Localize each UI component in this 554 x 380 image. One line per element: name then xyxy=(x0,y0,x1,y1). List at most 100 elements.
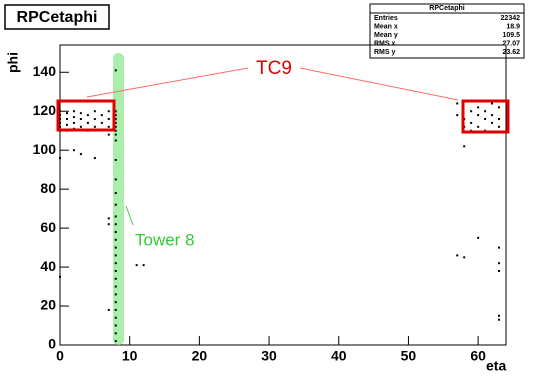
x-tick-label: 10 xyxy=(122,348,138,364)
stats-title: RPCetaphi xyxy=(429,5,464,12)
point xyxy=(114,262,117,265)
point xyxy=(456,102,459,105)
point xyxy=(114,110,117,113)
point xyxy=(107,308,110,311)
point xyxy=(93,125,96,128)
chart-title: RPCetaphi xyxy=(17,9,98,26)
point xyxy=(477,106,480,109)
tc9-box-right xyxy=(461,99,510,134)
point xyxy=(107,133,110,136)
y-axis-label: phi xyxy=(5,52,21,73)
tower-label: Tower 8 xyxy=(135,230,195,249)
tc9-arrow-left xyxy=(86,67,249,98)
point xyxy=(477,236,480,239)
point xyxy=(114,192,117,195)
point xyxy=(59,156,61,159)
point xyxy=(114,254,117,257)
point xyxy=(491,102,494,105)
title-box xyxy=(4,4,110,30)
point xyxy=(107,110,110,113)
point xyxy=(463,145,466,148)
point xyxy=(107,118,110,121)
point xyxy=(114,139,117,142)
point xyxy=(100,121,103,124)
point xyxy=(93,118,96,121)
tc9-arrow-right xyxy=(299,67,459,101)
point xyxy=(114,231,117,234)
x-axis-label: eta xyxy=(486,358,506,374)
stats-label: Mean x xyxy=(374,23,398,30)
point xyxy=(100,114,103,117)
point xyxy=(114,293,117,296)
point xyxy=(114,223,117,226)
y-tick-label: 140 xyxy=(33,63,57,79)
y-tick-label: 120 xyxy=(33,102,57,118)
point xyxy=(114,277,117,280)
point xyxy=(114,285,117,288)
point xyxy=(59,125,61,128)
stats-label: Mean y xyxy=(374,32,398,39)
point xyxy=(498,262,501,265)
point xyxy=(114,69,117,72)
point xyxy=(114,332,117,335)
stats-value: 109.5 xyxy=(502,32,520,39)
point xyxy=(114,215,117,218)
point xyxy=(484,118,487,121)
point xyxy=(79,125,82,128)
point xyxy=(456,114,459,117)
x-tick-label: 20 xyxy=(192,348,208,364)
point xyxy=(484,110,487,113)
point xyxy=(114,178,117,181)
point xyxy=(114,133,117,136)
y-tick-label: 0 xyxy=(48,336,56,352)
point xyxy=(72,121,75,124)
x-tick-label: 0 xyxy=(56,348,64,364)
point xyxy=(114,238,117,241)
point xyxy=(114,308,117,311)
point xyxy=(65,112,68,115)
plot-frame xyxy=(59,44,507,346)
y-tick-label: 80 xyxy=(40,180,56,196)
point xyxy=(114,114,117,117)
point xyxy=(491,114,494,117)
point xyxy=(498,318,501,321)
point xyxy=(470,110,473,113)
stats-value: 18.9 xyxy=(506,23,520,30)
point xyxy=(498,106,501,109)
point xyxy=(93,110,96,113)
point xyxy=(114,301,117,304)
point xyxy=(72,110,75,113)
point xyxy=(114,316,117,319)
x-tick-label: 30 xyxy=(261,348,277,364)
point xyxy=(114,324,117,327)
point xyxy=(93,156,96,159)
point xyxy=(463,256,466,259)
point xyxy=(79,153,82,156)
point xyxy=(59,121,61,124)
x-tick-label: 40 xyxy=(331,348,347,364)
point xyxy=(477,125,480,128)
tc9-label: TC9 xyxy=(256,58,292,79)
point xyxy=(498,269,501,272)
tower-arrow xyxy=(125,205,134,226)
point xyxy=(114,203,117,206)
point xyxy=(72,116,75,119)
point xyxy=(114,269,117,272)
point xyxy=(65,123,68,126)
point xyxy=(498,118,501,121)
point xyxy=(491,121,494,124)
point xyxy=(107,217,110,220)
point xyxy=(142,264,145,267)
stats-label: Entries xyxy=(374,15,398,22)
point xyxy=(114,125,117,128)
stats-rows: Entries 22342 Mean x 18.9 Mean y 109.5 RMS x 27… xyxy=(374,15,520,56)
point xyxy=(79,118,82,121)
point xyxy=(114,158,117,161)
point xyxy=(477,114,480,117)
point xyxy=(107,125,110,128)
point xyxy=(114,129,117,132)
point xyxy=(114,246,117,249)
point xyxy=(59,114,61,117)
